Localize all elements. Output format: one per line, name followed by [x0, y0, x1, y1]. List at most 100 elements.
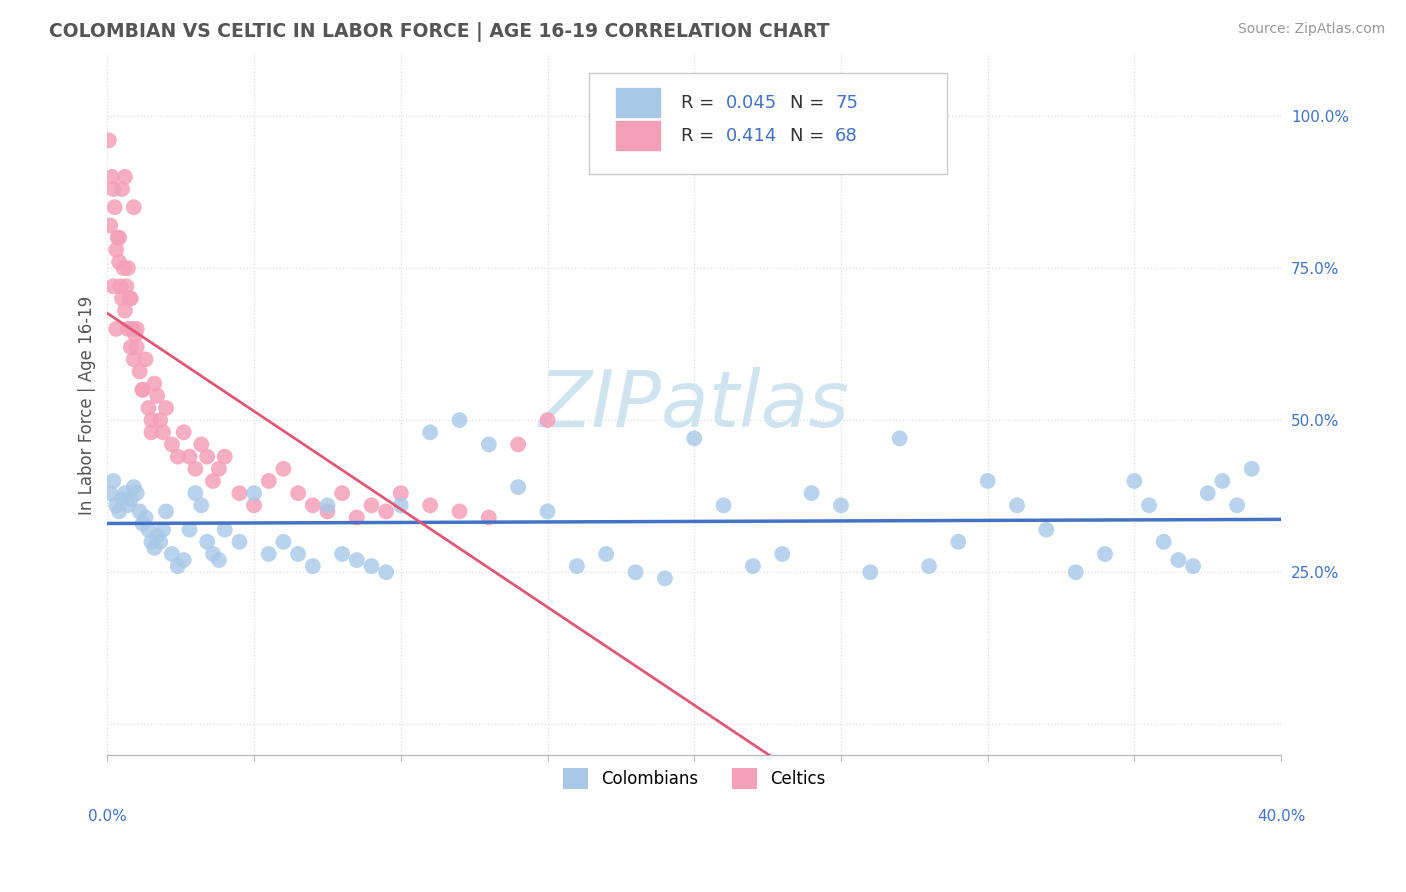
- Text: 0.045: 0.045: [725, 94, 778, 112]
- Point: [202, 474, 225, 488]
- Point: [111, 492, 134, 507]
- Point: [143, 541, 166, 555]
- Point: [1211, 474, 1233, 488]
- Point: [173, 553, 195, 567]
- Text: N =: N =: [790, 127, 831, 145]
- Point: [228, 486, 250, 500]
- Point: [375, 504, 398, 518]
- Point: [108, 255, 131, 269]
- Point: [859, 566, 882, 580]
- Point: [128, 504, 150, 518]
- Legend: Colombians, Celtics: Colombians, Celtics: [557, 762, 832, 796]
- Point: [976, 474, 998, 488]
- Point: [1005, 498, 1028, 512]
- Point: [202, 547, 225, 561]
- Text: R =: R =: [682, 94, 720, 112]
- Point: [117, 498, 139, 512]
- Point: [889, 431, 911, 445]
- Point: [125, 322, 148, 336]
- Point: [301, 498, 323, 512]
- Point: [624, 566, 647, 580]
- Point: [117, 322, 139, 336]
- Point: [98, 486, 121, 500]
- Text: N =: N =: [790, 94, 831, 112]
- Point: [124, 328, 146, 343]
- Point: [138, 401, 160, 415]
- Point: [122, 200, 145, 214]
- Point: [120, 340, 142, 354]
- Point: [654, 571, 676, 585]
- Point: [1197, 486, 1219, 500]
- Point: [595, 547, 617, 561]
- Point: [419, 498, 441, 512]
- Point: [478, 437, 501, 451]
- Point: [287, 547, 309, 561]
- Point: [1182, 559, 1205, 574]
- Point: [105, 498, 128, 512]
- Point: [1226, 498, 1249, 512]
- Point: [419, 425, 441, 440]
- Point: [125, 340, 148, 354]
- Point: [449, 413, 471, 427]
- Point: [683, 431, 706, 445]
- Point: [117, 261, 139, 276]
- Point: [111, 292, 134, 306]
- Point: [190, 498, 212, 512]
- Point: [141, 413, 163, 427]
- Point: [257, 474, 280, 488]
- Point: [141, 425, 163, 440]
- Point: [131, 516, 153, 531]
- Text: 68: 68: [835, 127, 858, 145]
- Point: [125, 486, 148, 500]
- Point: [184, 486, 207, 500]
- Point: [115, 279, 138, 293]
- Point: [166, 559, 188, 574]
- Point: [389, 498, 412, 512]
- Text: 40.0%: 40.0%: [1257, 809, 1305, 824]
- Point: [1064, 566, 1087, 580]
- Point: [1137, 498, 1160, 512]
- Point: [138, 523, 160, 537]
- Point: [131, 383, 153, 397]
- Point: [287, 486, 309, 500]
- Point: [228, 534, 250, 549]
- Point: [128, 364, 150, 378]
- Bar: [616, 88, 661, 118]
- Point: [120, 292, 142, 306]
- Point: [103, 474, 125, 488]
- Point: [108, 504, 131, 518]
- Point: [1123, 474, 1146, 488]
- Point: [155, 504, 177, 518]
- Point: [179, 450, 201, 464]
- Point: [214, 450, 236, 464]
- Point: [184, 462, 207, 476]
- Point: [1167, 553, 1189, 567]
- Point: [146, 389, 169, 403]
- Point: [770, 547, 793, 561]
- Point: [208, 462, 231, 476]
- Point: [536, 504, 558, 518]
- Point: [179, 523, 201, 537]
- Point: [243, 498, 266, 512]
- Point: [389, 486, 412, 500]
- Point: [214, 523, 236, 537]
- Point: [101, 169, 124, 184]
- Point: [114, 303, 136, 318]
- Point: [449, 504, 471, 518]
- Point: [301, 559, 323, 574]
- Point: [146, 529, 169, 543]
- Point: [948, 534, 970, 549]
- Point: [149, 534, 172, 549]
- Point: [918, 559, 941, 574]
- Point: [742, 559, 765, 574]
- Text: R =: R =: [682, 127, 720, 145]
- Point: [375, 566, 398, 580]
- Point: [104, 200, 127, 214]
- Point: [1240, 462, 1263, 476]
- Point: [120, 492, 142, 507]
- Point: [1153, 534, 1175, 549]
- Point: [316, 504, 339, 518]
- Point: [114, 486, 136, 500]
- Point: [330, 547, 353, 561]
- Point: [103, 279, 125, 293]
